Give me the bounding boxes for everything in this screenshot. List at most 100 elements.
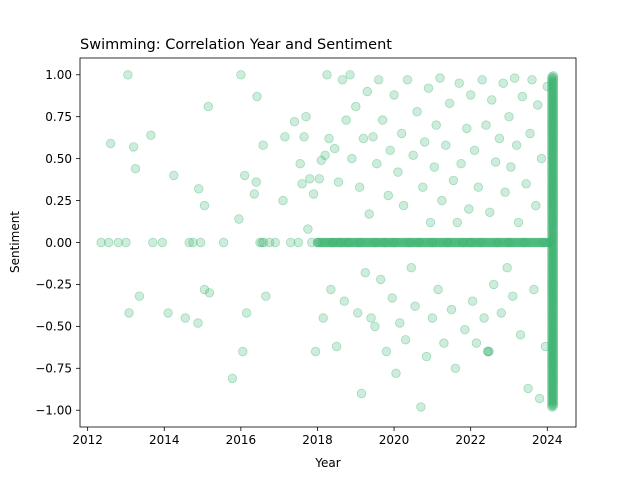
- data-point: [326, 237, 336, 248]
- data-point: [316, 237, 327, 248]
- data-point: [548, 127, 559, 137]
- data-point: [389, 237, 399, 248]
- data-point: [548, 191, 559, 202]
- data-point: [519, 237, 530, 248]
- data-point: [301, 111, 311, 122]
- data-point: [481, 237, 492, 248]
- data-point: [458, 237, 469, 248]
- data-point: [548, 348, 559, 359]
- data-point: [103, 237, 114, 248]
- data-point: [542, 81, 553, 92]
- data-point: [293, 237, 304, 248]
- data-point: [278, 195, 288, 206]
- data-point: [512, 237, 522, 248]
- data-point: [547, 106, 557, 116]
- data-point: [548, 276, 559, 286]
- data-point: [548, 401, 559, 411]
- data-point: [513, 237, 524, 248]
- data-point: [511, 237, 521, 248]
- data-point: [548, 308, 559, 319]
- data-point: [431, 120, 441, 130]
- data-point: [547, 321, 557, 332]
- data-point: [548, 109, 559, 119]
- data-point: [548, 97, 559, 107]
- data-point: [357, 237, 367, 248]
- data-point: [494, 133, 505, 144]
- data-point: [547, 331, 557, 342]
- data-point: [548, 350, 559, 361]
- data-point: [548, 151, 559, 162]
- data-point: [473, 182, 484, 192]
- data-point: [489, 279, 499, 290]
- data-point: [547, 309, 557, 320]
- data-point: [548, 236, 559, 246]
- data-point: [547, 128, 557, 138]
- data-point: [547, 368, 557, 378]
- data-point: [548, 389, 559, 399]
- points-layer: [96, 70, 559, 412]
- data-point: [427, 237, 438, 248]
- data-point: [531, 237, 541, 248]
- data-point: [330, 143, 340, 154]
- data-point: [453, 237, 463, 248]
- data-point: [548, 364, 559, 375]
- data-point: [331, 237, 341, 248]
- data-point: [475, 237, 485, 248]
- data-point: [379, 237, 390, 248]
- data-point: [452, 237, 462, 248]
- data-point: [548, 344, 559, 355]
- data-point: [308, 189, 319, 199]
- data-point: [548, 99, 559, 109]
- data-point: [547, 279, 557, 289]
- data-point: [548, 358, 559, 369]
- data-point: [548, 147, 559, 158]
- data-point: [406, 263, 417, 273]
- data-point: [548, 395, 559, 405]
- data-point: [477, 237, 488, 248]
- data-point: [548, 153, 559, 164]
- data-point: [547, 307, 557, 318]
- data-point: [354, 237, 365, 248]
- data-point: [350, 237, 360, 248]
- data-point: [389, 237, 399, 248]
- data-point: [548, 111, 559, 121]
- data-point: [547, 357, 557, 368]
- data-point: [427, 313, 438, 323]
- data-point: [548, 356, 559, 367]
- data-point: [547, 370, 557, 380]
- data-point: [434, 237, 445, 248]
- data-point: [401, 237, 411, 248]
- data-point: [476, 237, 486, 248]
- data-point: [458, 237, 468, 248]
- data-point: [548, 223, 559, 234]
- data-point: [548, 324, 559, 335]
- data-point: [548, 234, 559, 244]
- data-point: [547, 158, 557, 169]
- data-point: [547, 251, 557, 261]
- data-point: [468, 237, 478, 248]
- data-point: [315, 237, 325, 248]
- data-point: [387, 293, 397, 303]
- data-point: [548, 131, 559, 141]
- data-point: [548, 125, 559, 135]
- data-point: [548, 175, 559, 186]
- data-point: [547, 108, 557, 118]
- data-point: [370, 321, 380, 332]
- data-point: [548, 149, 559, 160]
- data-point: [318, 237, 328, 248]
- data-point: [548, 334, 559, 345]
- data-point: [547, 327, 557, 338]
- data-point: [547, 88, 557, 98]
- data-point: [547, 402, 557, 412]
- data-point: [330, 237, 340, 248]
- data-point: [289, 116, 300, 127]
- data-point: [543, 237, 553, 248]
- data-point: [441, 237, 451, 248]
- data-point: [548, 312, 559, 323]
- data-point: [345, 70, 355, 80]
- data-point: [548, 238, 559, 248]
- data-point: [548, 181, 559, 192]
- data-point: [239, 170, 250, 181]
- data-point: [423, 83, 434, 93]
- data-point: [547, 243, 557, 253]
